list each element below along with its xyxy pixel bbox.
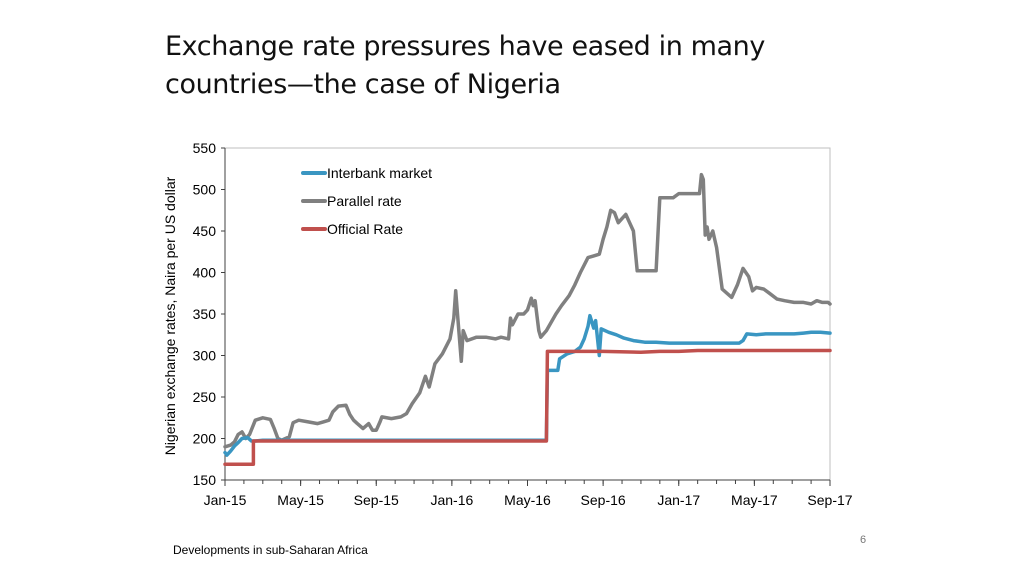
y-tick-label-250: 250 bbox=[193, 389, 217, 405]
legend-label-official-rate: Official Rate bbox=[327, 221, 403, 237]
page-number: 6 bbox=[860, 534, 867, 546]
slide-title-line-2: countries—the case of Nigeria bbox=[165, 69, 561, 100]
y-tick-label-400: 400 bbox=[193, 265, 217, 281]
x-tick-label-may-16: May-16 bbox=[504, 492, 551, 508]
footer-text: Developments in sub-Saharan Africa bbox=[173, 543, 368, 557]
y-tick-label-500: 500 bbox=[193, 182, 217, 198]
y-axis-label: Nigerian exchange rates, Naira per US do… bbox=[162, 176, 178, 455]
x-tick-label-may-15: May-15 bbox=[277, 492, 324, 508]
x-tick-label-jan-17: Jan-17 bbox=[657, 492, 700, 508]
series-line-parallel-rate bbox=[223, 172, 832, 449]
legend-label-parallel-rate: Parallel rate bbox=[327, 193, 402, 209]
y-tick-label-200: 200 bbox=[193, 431, 217, 447]
slide-title: Exchange rate pressures have eased in ma… bbox=[165, 28, 865, 104]
x-tick-label-sep-16: Sep-16 bbox=[581, 492, 626, 508]
x-tick-label-sep-17: Sep-17 bbox=[807, 492, 852, 508]
x-tick-label-may-17: May-17 bbox=[731, 492, 778, 508]
y-tick-label-300: 300 bbox=[193, 348, 217, 364]
x-tick-label-jan-16: Jan-16 bbox=[430, 492, 473, 508]
plot-area bbox=[224, 147, 831, 481]
y-tick-label-350: 350 bbox=[193, 306, 217, 322]
series-line-interbank-market bbox=[223, 313, 832, 457]
y-tick-label-150: 150 bbox=[193, 472, 217, 488]
legend-label-interbank-market: Interbank market bbox=[327, 165, 432, 181]
y-tick-label-450: 450 bbox=[193, 223, 217, 239]
slide-title-line-1: Exchange rate pressures have eased in ma… bbox=[165, 31, 765, 62]
series-line-official-rate bbox=[223, 348, 832, 466]
y-tick-label-550: 550 bbox=[193, 140, 217, 156]
x-tick-label-sep-15: Sep-15 bbox=[354, 492, 399, 508]
x-tick-label-jan-15: Jan-15 bbox=[204, 492, 247, 508]
